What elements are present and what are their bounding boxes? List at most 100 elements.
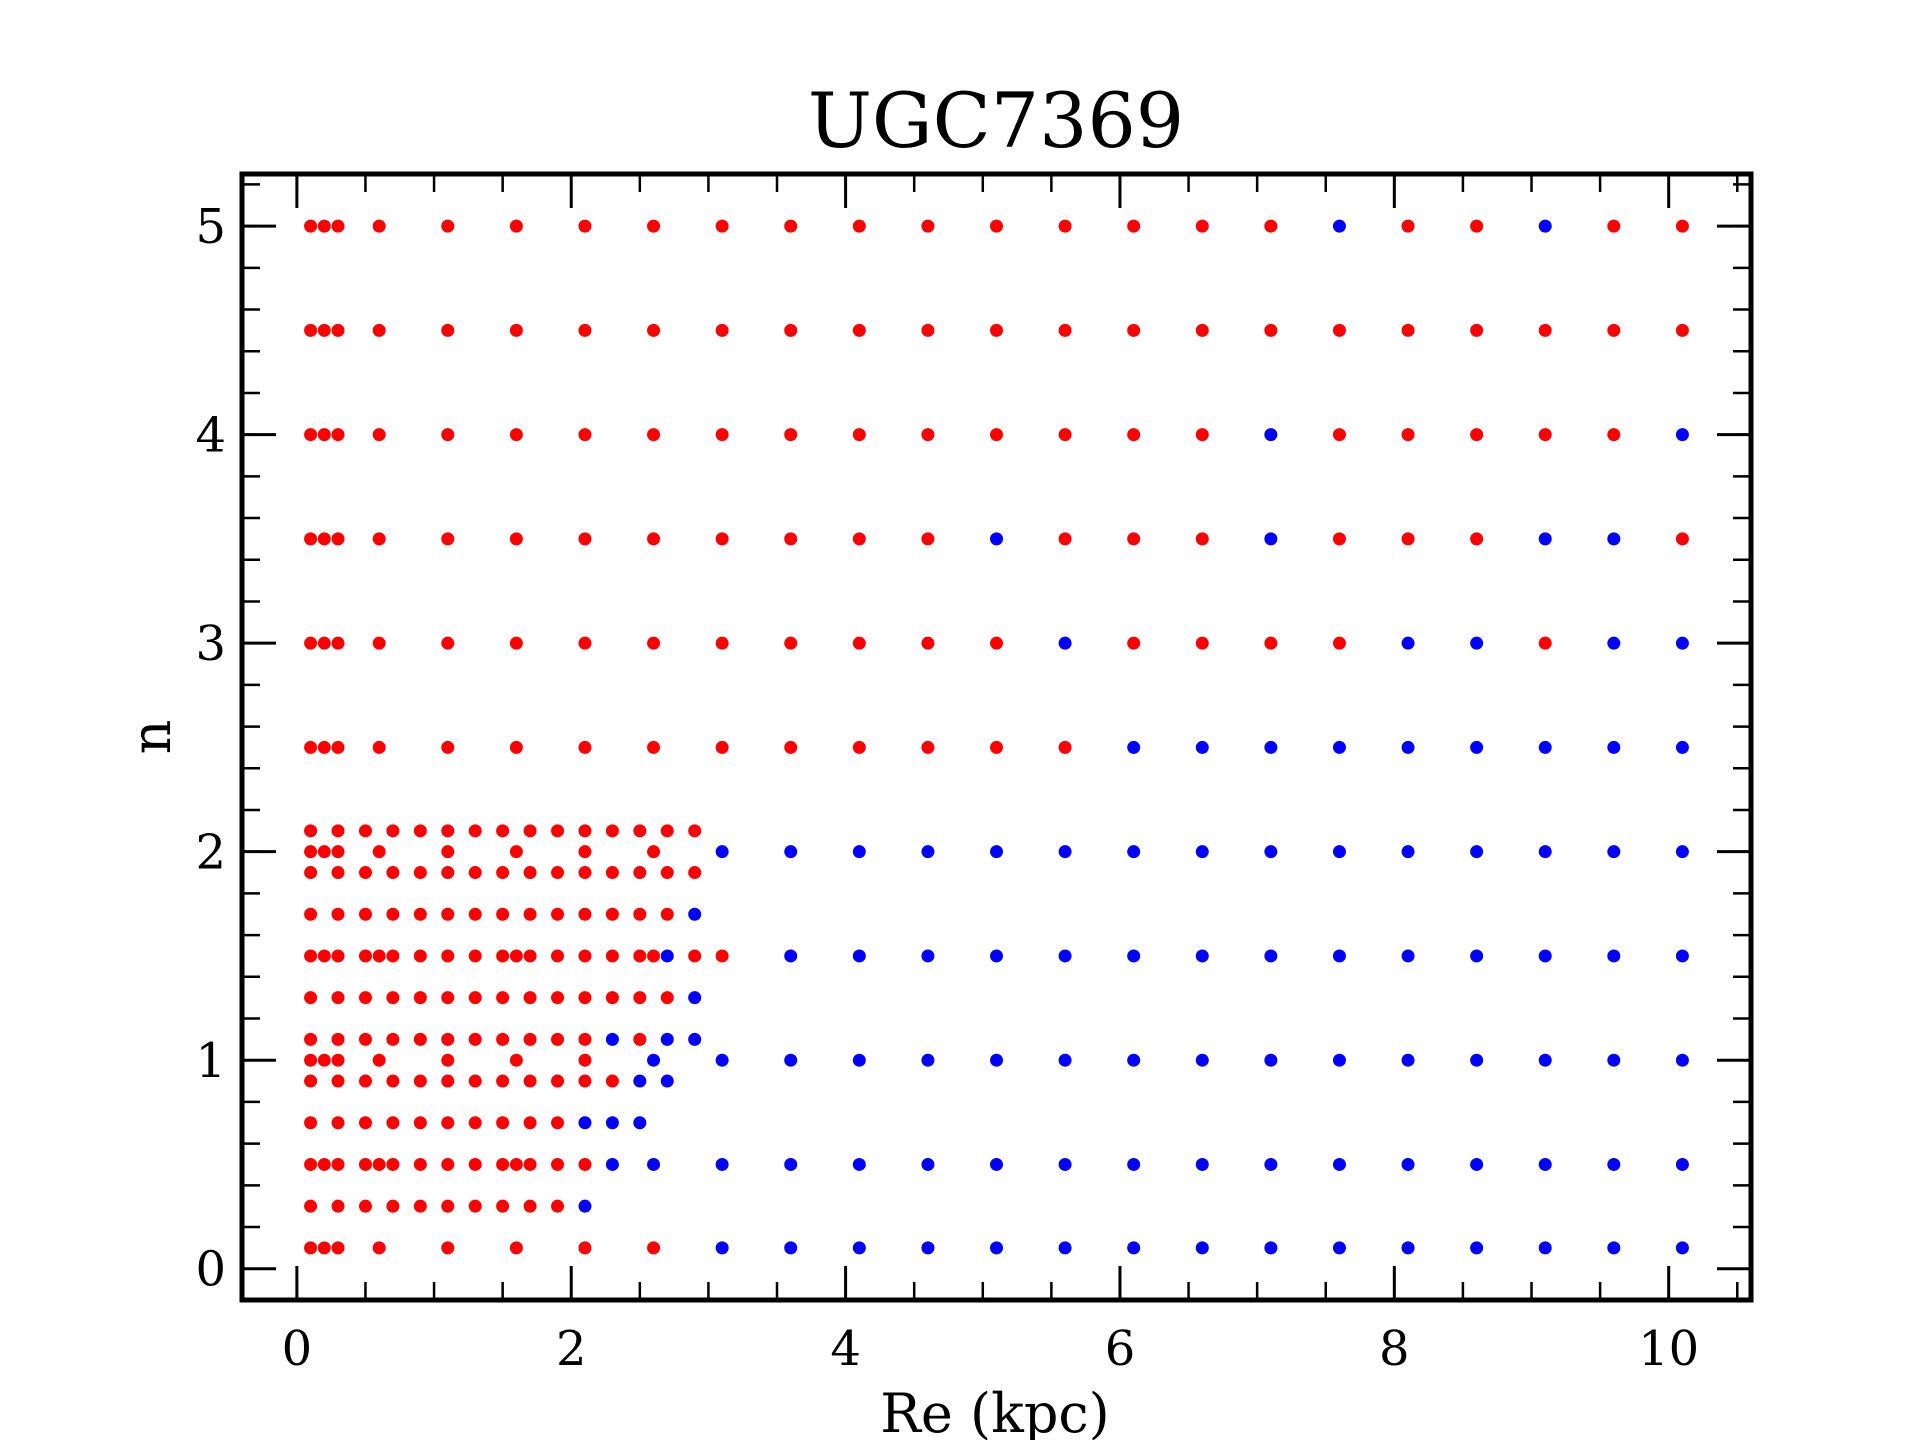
- data-point: [304, 1053, 318, 1067]
- data-point: [372, 428, 386, 442]
- data-point: [647, 740, 661, 754]
- data-point: [921, 845, 935, 859]
- data-point: [496, 991, 510, 1005]
- data-point: [441, 949, 455, 963]
- data-point: [1058, 219, 1072, 233]
- data-point: [1264, 428, 1278, 442]
- data-point: [921, 532, 935, 546]
- data-point: [509, 323, 523, 337]
- data-point: [441, 219, 455, 233]
- data-point: [1058, 845, 1072, 859]
- data-point: [317, 323, 331, 337]
- data-point: [1332, 219, 1346, 233]
- data-point: [372, 740, 386, 754]
- data-point: [1127, 1053, 1141, 1067]
- data-point: [647, 949, 661, 963]
- data-point: [578, 866, 592, 880]
- data-point: [784, 1241, 798, 1255]
- data-point: [304, 740, 318, 754]
- data-point: [331, 949, 345, 963]
- data-point: [715, 1241, 729, 1255]
- data-point: [1607, 1157, 1621, 1171]
- data-point: [633, 824, 647, 838]
- data-point: [413, 824, 427, 838]
- data-point: [578, 219, 592, 233]
- data-point: [1127, 428, 1141, 442]
- data-point: [578, 1053, 592, 1067]
- data-point: [496, 1116, 510, 1130]
- data-point: [551, 1032, 565, 1046]
- data-point: [317, 845, 331, 859]
- data-point: [1332, 1157, 1346, 1171]
- data-point: [784, 1157, 798, 1171]
- data-point: [317, 1241, 331, 1255]
- y-axis-label: n: [120, 720, 183, 755]
- data-point: [852, 636, 866, 650]
- data-point: [304, 428, 318, 442]
- data-point: [715, 1157, 729, 1171]
- data-point: [660, 1074, 674, 1088]
- data-point: [413, 991, 427, 1005]
- x-tick-label: 6: [1105, 1321, 1136, 1377]
- data-point: [523, 907, 537, 921]
- data-point: [784, 428, 798, 442]
- data-point: [921, 428, 935, 442]
- data-point: [386, 1199, 400, 1213]
- data-point: [1607, 532, 1621, 546]
- data-point: [605, 1116, 619, 1130]
- data-point: [304, 1032, 318, 1046]
- data-point: [633, 866, 647, 880]
- chart-title: UGC7369: [808, 76, 1184, 165]
- data-point: [990, 1157, 1003, 1171]
- data-point: [647, 323, 661, 337]
- data-point: [1332, 845, 1346, 859]
- data-point: [784, 323, 798, 337]
- data-point: [1127, 323, 1141, 337]
- x-tick-label: 10: [1638, 1321, 1699, 1377]
- data-point: [921, 1053, 935, 1067]
- data-point: [317, 949, 331, 963]
- data-point: [715, 740, 729, 754]
- data-point: [304, 824, 318, 838]
- data-point: [1675, 1053, 1689, 1067]
- data-point: [990, 740, 1003, 754]
- data-point: [1401, 845, 1415, 859]
- x-tick-label: 2: [556, 1321, 587, 1377]
- data-point: [1607, 428, 1621, 442]
- data-point: [1195, 740, 1209, 754]
- data-point: [784, 219, 798, 233]
- data-point: [1195, 428, 1209, 442]
- data-point: [1470, 532, 1484, 546]
- data-point: [1538, 219, 1552, 233]
- data-point: [358, 1074, 372, 1088]
- y-tick-label: 2: [195, 825, 226, 881]
- data-point: [372, 845, 386, 859]
- data-point: [1675, 636, 1689, 650]
- data-point: [441, 991, 455, 1005]
- data-point: [605, 1074, 619, 1088]
- data-point: [413, 907, 427, 921]
- data-point: [633, 1116, 647, 1130]
- data-point: [304, 1116, 318, 1130]
- data-point: [317, 740, 331, 754]
- data-point: [1470, 636, 1484, 650]
- data-point: [852, 1053, 866, 1067]
- data-point: [1470, 1157, 1484, 1171]
- data-point: [358, 949, 372, 963]
- data-point: [331, 1199, 345, 1213]
- data-point: [784, 740, 798, 754]
- data-point: [386, 1074, 400, 1088]
- data-point: [1607, 845, 1621, 859]
- data-point: [523, 1157, 537, 1171]
- data-point: [605, 949, 619, 963]
- x-tick-label: 8: [1379, 1321, 1410, 1377]
- data-point: [331, 428, 345, 442]
- data-point: [358, 866, 372, 880]
- data-point: [688, 907, 702, 921]
- data-point: [578, 636, 592, 650]
- data-point: [1607, 949, 1621, 963]
- data-point: [386, 907, 400, 921]
- data-point: [413, 1157, 427, 1171]
- data-point: [605, 1032, 619, 1046]
- data-point: [1332, 428, 1346, 442]
